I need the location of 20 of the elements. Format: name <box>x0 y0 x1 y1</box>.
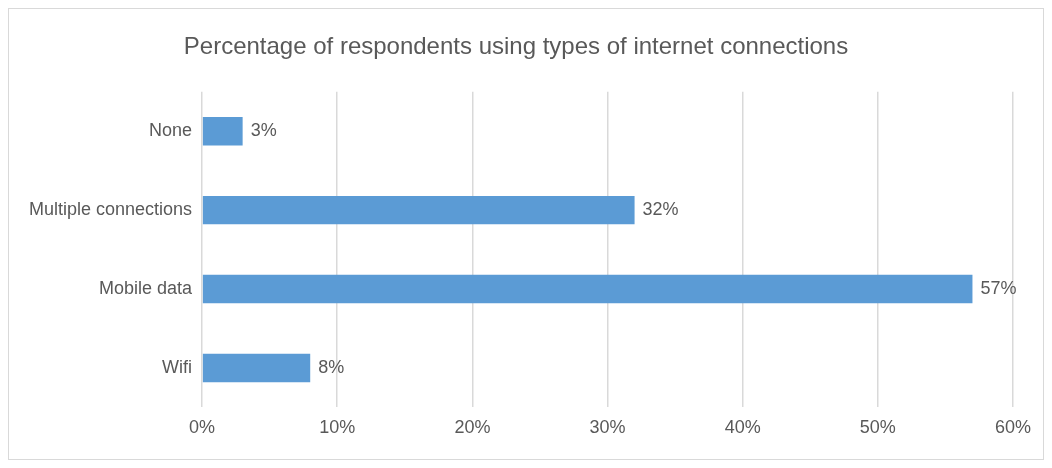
data-label: 32% <box>642 199 679 220</box>
chart-title: Percentage of respondents using types of internet connections <box>183 32 849 60</box>
x-tick-label: 0% <box>189 417 216 438</box>
x-tick-label: 60% <box>994 417 1032 438</box>
bar <box>202 117 243 146</box>
y-tick-label: None <box>149 120 193 141</box>
data-label: 57% <box>980 278 1017 299</box>
x-tick-label: 20% <box>454 417 491 438</box>
x-tick-label: 10% <box>319 417 356 438</box>
bar <box>202 353 311 383</box>
bar <box>202 195 635 225</box>
data-label: 8% <box>318 356 345 377</box>
x-tick-label: 30% <box>589 417 626 438</box>
y-tick-label: Wifi <box>162 356 193 377</box>
x-tick-label: 40% <box>724 417 761 438</box>
bar <box>202 274 973 304</box>
data-label: 3% <box>250 120 277 141</box>
y-tick-label: Mobile data <box>99 278 194 299</box>
y-tick-label: Multiple connections <box>29 199 193 220</box>
x-tick-label: 50% <box>859 417 896 438</box>
